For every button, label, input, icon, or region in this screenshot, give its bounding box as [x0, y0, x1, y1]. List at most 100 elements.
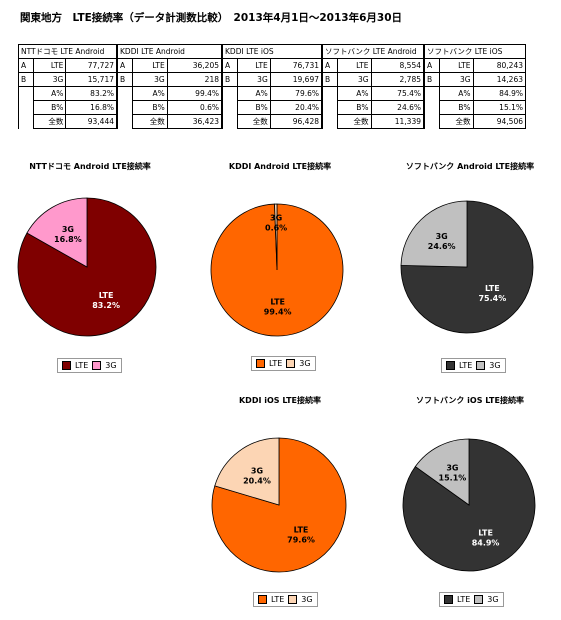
legend-swatch	[92, 361, 102, 370]
blank-cell	[424, 100, 440, 115]
row-value: 14,263	[472, 72, 527, 87]
row-value: 15,717	[65, 72, 117, 87]
row-key: A	[424, 58, 440, 73]
page-title: 関東地方 LTE接続率（データ計測数比較） 2013年4月1日～2013年6月3…	[20, 12, 403, 24]
legend-label: 3G	[299, 359, 311, 368]
slice-percent-label: 0.6%	[265, 223, 287, 232]
blank-cell	[424, 114, 440, 129]
stat-value: 20.4%	[269, 100, 323, 115]
legend-label: 3G	[487, 595, 499, 604]
table-header: KDDI LTE Android	[117, 44, 222, 59]
row-label: LTE	[439, 58, 474, 73]
row-key: A	[117, 58, 133, 73]
stat-label: A%	[132, 86, 168, 101]
legend-swatch	[258, 595, 267, 604]
legend-swatch	[256, 359, 265, 368]
chart-title: KDDI Android LTE接続率	[228, 162, 332, 171]
stat-value: 0.6%	[166, 100, 223, 115]
blank-cell	[424, 86, 440, 101]
slice-percent-label: 16.8%	[54, 235, 82, 244]
blank-cell	[222, 114, 238, 129]
stat-label: B%	[337, 100, 372, 115]
row-label: LTE	[237, 58, 271, 73]
legend-swatch	[286, 359, 296, 368]
stat-label: B%	[32, 100, 67, 115]
blank-cell	[222, 86, 238, 101]
stat-label: A%	[237, 86, 271, 101]
slice-percent-label: 79.6%	[287, 536, 315, 545]
blank-cell	[117, 114, 133, 129]
slice-percent-label: 84.9%	[472, 538, 500, 547]
slice-name-label: 3G	[251, 466, 263, 475]
chart-legend: LTE 3G	[441, 358, 506, 373]
row-key: B	[117, 72, 133, 87]
blank-cell	[18, 100, 34, 115]
slice-percent-label: 75.4%	[478, 294, 506, 303]
row-key: B	[322, 72, 338, 87]
row-value: 218	[166, 72, 223, 87]
slice-name-label: 3G	[62, 225, 74, 234]
row-label: LTE	[337, 58, 372, 73]
stat-label: B%	[237, 100, 271, 115]
row-label: 3G	[32, 72, 67, 87]
row-label: 3G	[237, 72, 271, 87]
stat-label: 全数	[32, 114, 67, 129]
row-value: 8,554	[370, 58, 425, 73]
legend-label: LTE	[269, 359, 283, 368]
stat-value: 99.4%	[166, 86, 223, 101]
blank-cell	[322, 114, 338, 129]
row-key: B	[222, 72, 238, 87]
stat-value: 15.1%	[472, 100, 527, 115]
stat-value: 36,423	[166, 114, 223, 129]
slice-percent-label: 99.4%	[264, 307, 292, 316]
stat-value: 79.6%	[269, 86, 323, 101]
legend-label: 3G	[489, 361, 501, 370]
slice-percent-label: 83.2%	[92, 301, 120, 310]
row-label: 3G	[439, 72, 474, 87]
stat-label: B%	[132, 100, 168, 115]
table-header: ソフトバンク LTE iOS	[424, 44, 526, 59]
stat-label: 全数	[337, 114, 372, 129]
row-label: 3G	[132, 72, 168, 87]
stat-value: 96,428	[269, 114, 323, 129]
stat-label: A%	[439, 86, 474, 101]
slice-percent-label: 20.4%	[243, 476, 271, 485]
legend-swatch	[446, 361, 455, 370]
row-value: 2,785	[370, 72, 425, 87]
row-key: B	[424, 72, 440, 87]
stat-value: 24.6%	[370, 100, 425, 115]
row-label: LTE	[32, 58, 67, 73]
blank-cell	[18, 114, 34, 129]
row-value: 80,243	[472, 58, 527, 73]
row-value: 77,727	[65, 58, 117, 73]
row-key: A	[18, 58, 34, 73]
blank-cell	[117, 86, 133, 101]
chart-title: KDDI iOS LTE接続率	[238, 396, 322, 405]
stat-value: 84.9%	[472, 86, 527, 101]
stats-table: NTTドコモ LTE Android A LTE 77,727 B 3G 15,717 A% 8…	[18, 44, 117, 129]
stat-label: A%	[32, 86, 67, 101]
slice-percent-label: 15.1%	[439, 474, 467, 483]
slice-name-label: 3G	[270, 213, 282, 222]
pie-slice-lte	[400, 200, 534, 334]
legend-label: LTE	[271, 595, 285, 604]
pie-slice-lte	[211, 437, 347, 573]
stats-table: KDDI LTE Android A LTE 36,205 B 3G 218 A% 99.4% B…	[117, 44, 223, 129]
chart-legend: LTE 3G	[439, 592, 504, 607]
table-header: KDDI LTE iOS	[222, 44, 322, 59]
table-header: ソフトバンク LTE Android	[322, 44, 424, 59]
legend-label: 3G	[301, 595, 313, 604]
legend-label: LTE	[75, 361, 89, 370]
row-value: 76,731	[269, 58, 323, 73]
stats-table: ソフトバンク LTE Android A LTE 8,554 B 3G 2,785 A% 75.…	[322, 44, 425, 129]
pie-slice-3g	[400, 200, 468, 268]
chart-legend: LTE 3G	[251, 356, 316, 371]
pie-slice-3g	[414, 438, 470, 506]
legend-swatch	[476, 361, 486, 370]
chart-title: NTTドコモ Android LTE接続率	[29, 162, 151, 171]
row-value: 36,205	[166, 58, 223, 73]
